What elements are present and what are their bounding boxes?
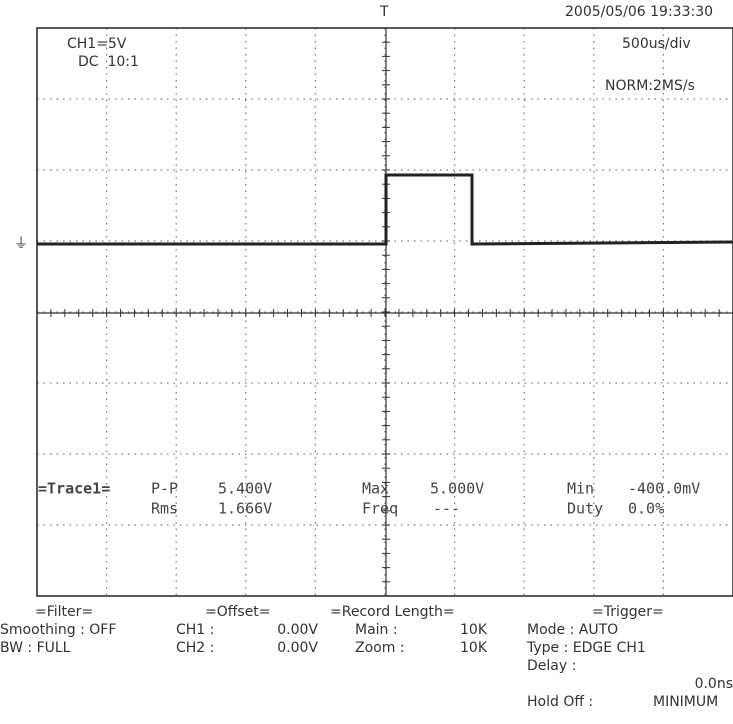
waveform	[37, 175, 733, 244]
setting: CH1 :	[176, 622, 214, 638]
setting: Zoom :	[355, 640, 405, 656]
coupling: DC 10:1	[78, 54, 139, 70]
value: 0.0%	[628, 500, 664, 518]
label: Max	[362, 480, 389, 498]
setting-value: 0.00V	[277, 622, 318, 638]
channel-scale: CH1=5V	[67, 36, 127, 52]
setting-value: 10K	[460, 640, 488, 656]
setting-value: MINIMUM	[653, 694, 718, 710]
ground-marker: ⏚	[14, 236, 28, 252]
setting: Hold Off :	[527, 694, 593, 710]
setting: Mode : AUTO	[527, 622, 618, 638]
setting-value: 10K	[460, 622, 488, 638]
timebase: 500us/div	[622, 36, 691, 52]
trigger-marker: T	[379, 4, 389, 20]
section-title: =Record Length=	[330, 604, 455, 620]
label: Duty	[567, 500, 603, 518]
label: Freq	[362, 500, 398, 518]
sampling: NORM:2MS/s	[605, 78, 695, 94]
label: Rms	[151, 500, 178, 518]
value: 5.000V	[430, 480, 484, 498]
value: 1.666V	[218, 500, 272, 518]
label: Min	[567, 480, 594, 498]
section-title: =Filter=	[35, 604, 93, 620]
value: 5.400V	[218, 480, 272, 498]
setting-value: 0.0ns	[695, 676, 733, 692]
trace-title: =Trace1=	[38, 480, 110, 498]
label: P-P	[151, 480, 178, 498]
section-title: =Trigger=	[592, 604, 664, 620]
datetime: 2005/05/06 19:33:30	[565, 4, 713, 20]
section-title: =Offset=	[205, 604, 271, 620]
value: -400.0mV	[628, 480, 700, 498]
setting: Main :	[355, 622, 398, 638]
setting: CH2 :	[176, 640, 214, 656]
value: ---	[433, 500, 460, 518]
setting: Smoothing : OFF	[0, 622, 116, 638]
setting-value: 0.00V	[277, 640, 318, 656]
scope-screen: T ⏚ 2005/05/06 19:33:30 CH1=5V DC 10:1 5…	[0, 0, 733, 724]
setting: Delay :	[527, 658, 576, 674]
setting: BW : FULL	[0, 640, 71, 656]
setting: Type : EDGE CH1	[526, 640, 646, 656]
